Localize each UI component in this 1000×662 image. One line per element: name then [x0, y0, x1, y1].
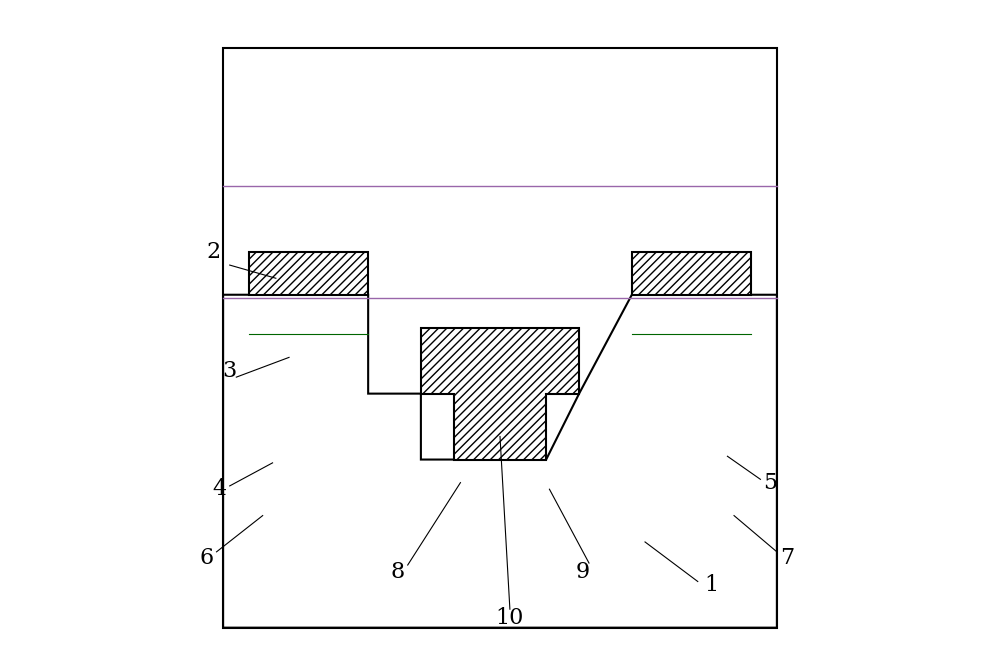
Text: 5: 5 [763, 471, 777, 494]
Text: 3: 3 [223, 359, 237, 381]
Text: 10: 10 [496, 607, 524, 629]
Text: 9: 9 [575, 561, 589, 583]
Polygon shape [223, 295, 777, 628]
Text: 4: 4 [213, 478, 227, 500]
Polygon shape [223, 48, 777, 628]
Text: 7: 7 [780, 547, 794, 569]
Text: 8: 8 [391, 561, 405, 583]
Polygon shape [421, 328, 579, 459]
Text: 6: 6 [200, 547, 214, 569]
Text: 1: 1 [704, 574, 718, 596]
Text: 2: 2 [206, 241, 220, 263]
Polygon shape [249, 252, 368, 295]
Polygon shape [632, 252, 751, 295]
